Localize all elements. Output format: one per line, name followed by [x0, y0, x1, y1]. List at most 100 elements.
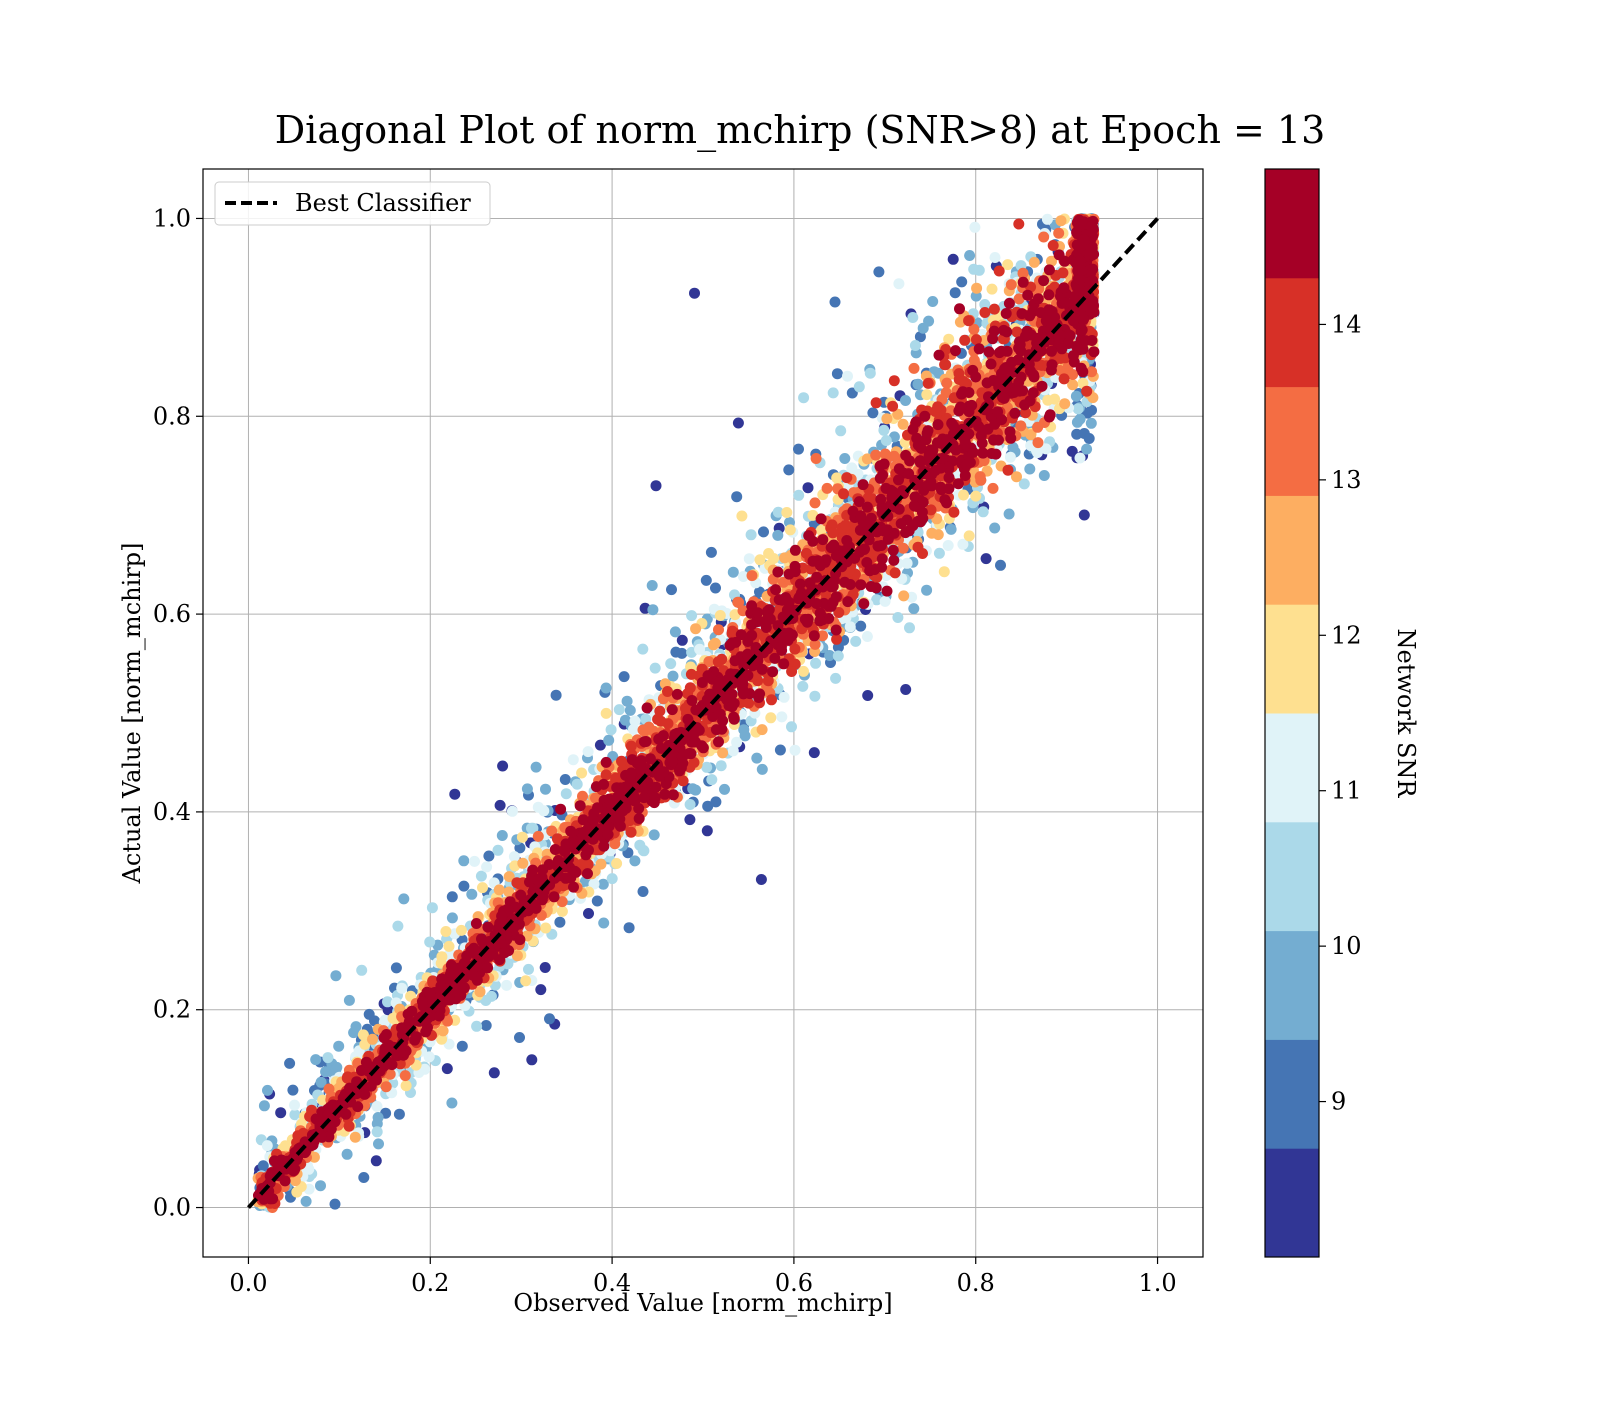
scatter-point [471, 1021, 482, 1032]
scatter-point [833, 651, 844, 662]
scatter-point [728, 745, 739, 756]
scatter-point [862, 631, 873, 642]
scatter-point [262, 1085, 273, 1096]
scatter-point [900, 395, 911, 406]
scatter-point [873, 266, 884, 277]
scatter-point [689, 288, 700, 299]
scatter-point [728, 567, 739, 578]
scatter-point [793, 444, 804, 455]
scatter-point [809, 747, 820, 758]
scatter-point [995, 560, 1006, 571]
scatter-point [356, 965, 367, 976]
scatter-point [424, 1051, 435, 1062]
scatter-point [1079, 510, 1090, 521]
scatter-point [1053, 228, 1064, 239]
scatter-point [372, 1126, 383, 1137]
scatter-point [330, 970, 341, 981]
scatter-point [1059, 398, 1070, 409]
scatter-point [744, 553, 755, 564]
scatter-point [601, 708, 612, 719]
scatter-point [939, 566, 950, 577]
scatter-point [850, 636, 861, 647]
scatter-point [373, 1112, 384, 1123]
scatter-point [651, 480, 662, 491]
scatter-point [702, 825, 713, 836]
scatter-point [708, 639, 719, 650]
scatter-point [495, 800, 506, 811]
scatter-point [469, 856, 480, 867]
scatter-point [766, 694, 777, 705]
scatter-point [447, 912, 458, 923]
scatter-point [287, 1085, 298, 1096]
scatter-point [554, 917, 565, 928]
scatter-point [1081, 444, 1092, 455]
scatter-point [959, 335, 970, 346]
scatter-point [1057, 267, 1068, 278]
scatter-point [865, 368, 876, 379]
scatter-point [655, 716, 666, 727]
scatter-point [557, 906, 568, 917]
scatter-point [900, 684, 911, 695]
scatter-point [839, 453, 850, 464]
scatter-point [1003, 465, 1014, 476]
scatter-point [315, 1180, 326, 1191]
scatter-point [934, 548, 945, 559]
scatter-point [1015, 420, 1026, 431]
scatter-point [637, 644, 648, 655]
scatter-point [398, 893, 409, 904]
scatter-point [964, 530, 975, 541]
scatter-point [948, 254, 959, 265]
scatter-point [772, 530, 783, 541]
scatter-point [449, 789, 460, 800]
scatter-point [890, 567, 901, 578]
scatter-point [701, 762, 712, 773]
scatter-point [969, 222, 980, 233]
scatter-point [775, 745, 786, 756]
scatter-point [781, 507, 792, 518]
scatter-point [531, 762, 542, 773]
scatter-point [601, 683, 612, 694]
scatter-point [1006, 279, 1017, 290]
scatter-point [971, 283, 982, 294]
scatter-point [1005, 452, 1016, 463]
scatter-point [1039, 470, 1050, 481]
scatter-point [1084, 433, 1095, 444]
scatter-point [845, 621, 856, 632]
scatter-point [456, 925, 467, 936]
scatter-point [598, 918, 609, 929]
scatter-point [831, 472, 842, 483]
scatter-point [444, 941, 455, 952]
scatter-point [501, 980, 512, 991]
scatter-point [913, 379, 924, 390]
scatter-point [551, 690, 562, 701]
scatter-point [862, 690, 873, 701]
scatter-point [392, 921, 403, 932]
scatter-point [458, 855, 469, 866]
scatter-point [330, 1199, 341, 1210]
scatter-point [560, 774, 571, 785]
scatter-point [625, 705, 636, 716]
scatter-point [371, 1155, 382, 1166]
scatter-point [1004, 509, 1015, 520]
scatter-point [989, 523, 1000, 534]
scatter-point [458, 881, 469, 892]
scatter-point [910, 340, 921, 351]
scatter-point [701, 575, 712, 586]
scatter-point [786, 721, 797, 732]
scatter-point [400, 1070, 411, 1081]
scatter-point [719, 784, 730, 795]
scatter-point [1038, 232, 1049, 243]
scatter-point [830, 673, 841, 684]
scatter-point [870, 450, 881, 461]
scatter-point [717, 747, 728, 758]
scatter-point [994, 266, 1005, 277]
scatter-point [447, 891, 458, 902]
scatter-point [662, 686, 673, 697]
scatter-point [647, 580, 658, 591]
scatter-point [706, 547, 717, 558]
scatter-point [898, 419, 909, 430]
scatter-point [367, 1034, 378, 1045]
scatter-point [978, 506, 989, 517]
scatter-point [987, 284, 998, 295]
scatter-point [442, 1063, 453, 1074]
